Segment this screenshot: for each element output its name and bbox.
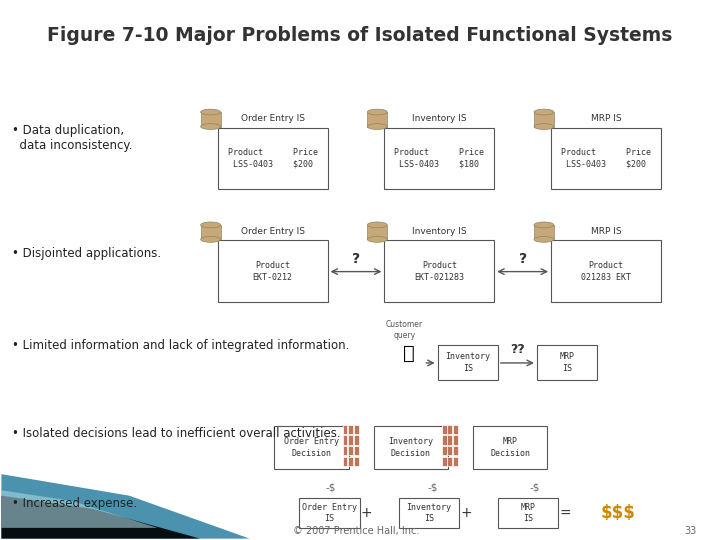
Text: ??: ??	[510, 343, 525, 356]
Text: MRP IS: MRP IS	[590, 227, 621, 236]
Text: Product
021283 EKT: Product 021283 EKT	[581, 261, 631, 282]
Text: • Limited information and lack of integrated information.: • Limited information and lack of integr…	[12, 339, 349, 352]
Bar	[348, 446, 353, 455]
Text: • Isolated decisions lead to inefficient overall activities.: • Isolated decisions lead to inefficient…	[12, 427, 341, 440]
Bar	[343, 425, 348, 434]
Text: Product      Price
LSS-0403    $200: Product Price LSS-0403 $200	[561, 148, 651, 169]
Text: Order Entry IS: Order Entry IS	[240, 114, 305, 123]
FancyBboxPatch shape	[534, 112, 554, 126]
Ellipse shape	[367, 109, 387, 115]
Text: Order Entry
IS: Order Entry IS	[302, 503, 357, 523]
Bar	[447, 425, 452, 434]
Text: Product
EKT-021283: Product EKT-021283	[414, 261, 464, 282]
Text: Inventory
IS: Inventory IS	[445, 352, 490, 373]
Ellipse shape	[367, 237, 387, 242]
Bar	[447, 457, 452, 466]
FancyBboxPatch shape	[399, 498, 459, 528]
Bar	[348, 425, 353, 434]
Bar	[354, 435, 359, 444]
FancyBboxPatch shape	[537, 345, 597, 380]
Text: Inventory IS: Inventory IS	[412, 114, 467, 123]
Text: 👤: 👤	[403, 344, 415, 363]
FancyBboxPatch shape	[384, 127, 495, 190]
Ellipse shape	[534, 109, 554, 115]
Text: Inventory IS: Inventory IS	[412, 227, 467, 236]
Ellipse shape	[534, 124, 554, 130]
Bar	[348, 435, 353, 444]
Text: -$: -$	[326, 483, 336, 493]
FancyBboxPatch shape	[374, 426, 448, 469]
Bar	[453, 457, 458, 466]
Ellipse shape	[367, 124, 387, 130]
Bar	[354, 446, 359, 455]
Bar	[343, 446, 348, 455]
Bar	[442, 446, 447, 455]
FancyBboxPatch shape	[438, 345, 498, 380]
Bar	[354, 457, 359, 466]
FancyBboxPatch shape	[498, 498, 558, 528]
Text: Product
EKT-0212: Product EKT-0212	[253, 261, 292, 282]
FancyBboxPatch shape	[473, 426, 547, 469]
Bar	[343, 457, 348, 466]
Text: • Increased expense.: • Increased expense.	[12, 497, 137, 510]
Polygon shape	[1, 490, 158, 528]
Text: Customer
query: Customer query	[386, 320, 423, 340]
Text: Figure 7-10 Major Problems of Isolated Functional Systems: Figure 7-10 Major Problems of Isolated F…	[48, 25, 673, 45]
Ellipse shape	[201, 109, 220, 115]
Text: ?: ?	[518, 252, 527, 266]
Text: =: =	[559, 507, 571, 521]
Text: +: +	[460, 507, 472, 521]
Text: MRP
IS: MRP IS	[559, 352, 575, 373]
Bar	[348, 457, 353, 466]
Ellipse shape	[201, 237, 220, 242]
Text: +: +	[361, 507, 372, 521]
Text: -$: -$	[529, 483, 540, 493]
FancyBboxPatch shape	[367, 112, 387, 126]
Ellipse shape	[201, 124, 220, 130]
Text: Product      Price
LSS-0403    $180: Product Price LSS-0403 $180	[395, 148, 485, 169]
Text: • Disjointed applications.: • Disjointed applications.	[12, 247, 161, 260]
Bar	[354, 425, 359, 434]
FancyBboxPatch shape	[551, 240, 661, 302]
FancyBboxPatch shape	[274, 426, 349, 469]
Ellipse shape	[534, 222, 554, 228]
Text: Inventory
Decision: Inventory Decision	[389, 437, 433, 458]
Text: Product      Price
LSS-0403    $200: Product Price LSS-0403 $200	[228, 148, 318, 169]
Text: MRP
Decision: MRP Decision	[490, 437, 530, 458]
FancyBboxPatch shape	[534, 225, 554, 239]
Ellipse shape	[367, 222, 387, 228]
Text: MRP IS: MRP IS	[590, 114, 621, 123]
Text: Order Entry
Decision: Order Entry Decision	[284, 437, 339, 458]
Text: Order Entry IS: Order Entry IS	[240, 227, 305, 236]
Ellipse shape	[201, 222, 220, 228]
Text: ?: ?	[352, 252, 360, 266]
Text: $$$: $$$	[600, 504, 636, 522]
Text: -$: -$	[428, 483, 438, 493]
Text: MRP
IS: MRP IS	[521, 503, 536, 523]
Bar	[442, 435, 447, 444]
FancyBboxPatch shape	[551, 127, 661, 190]
FancyBboxPatch shape	[367, 225, 387, 239]
FancyBboxPatch shape	[217, 240, 328, 302]
Text: • Data duplication,
  data inconsistency.: • Data duplication, data inconsistency.	[12, 124, 132, 152]
Polygon shape	[1, 474, 250, 538]
FancyBboxPatch shape	[384, 240, 495, 302]
Bar	[447, 435, 452, 444]
Polygon shape	[1, 496, 200, 538]
FancyBboxPatch shape	[201, 112, 220, 126]
FancyBboxPatch shape	[217, 127, 328, 190]
Bar	[453, 425, 458, 434]
Bar	[442, 457, 447, 466]
Text: 33: 33	[684, 526, 696, 536]
Bar	[453, 435, 458, 444]
Text: Inventory
IS: Inventory IS	[406, 503, 451, 523]
Text: © 2007 Prentice Hall, Inc.: © 2007 Prentice Hall, Inc.	[293, 526, 419, 536]
Bar	[453, 446, 458, 455]
FancyBboxPatch shape	[201, 225, 220, 239]
Bar	[447, 446, 452, 455]
Bar	[343, 435, 348, 444]
FancyBboxPatch shape	[300, 498, 359, 528]
Ellipse shape	[534, 237, 554, 242]
Bar	[442, 425, 447, 434]
